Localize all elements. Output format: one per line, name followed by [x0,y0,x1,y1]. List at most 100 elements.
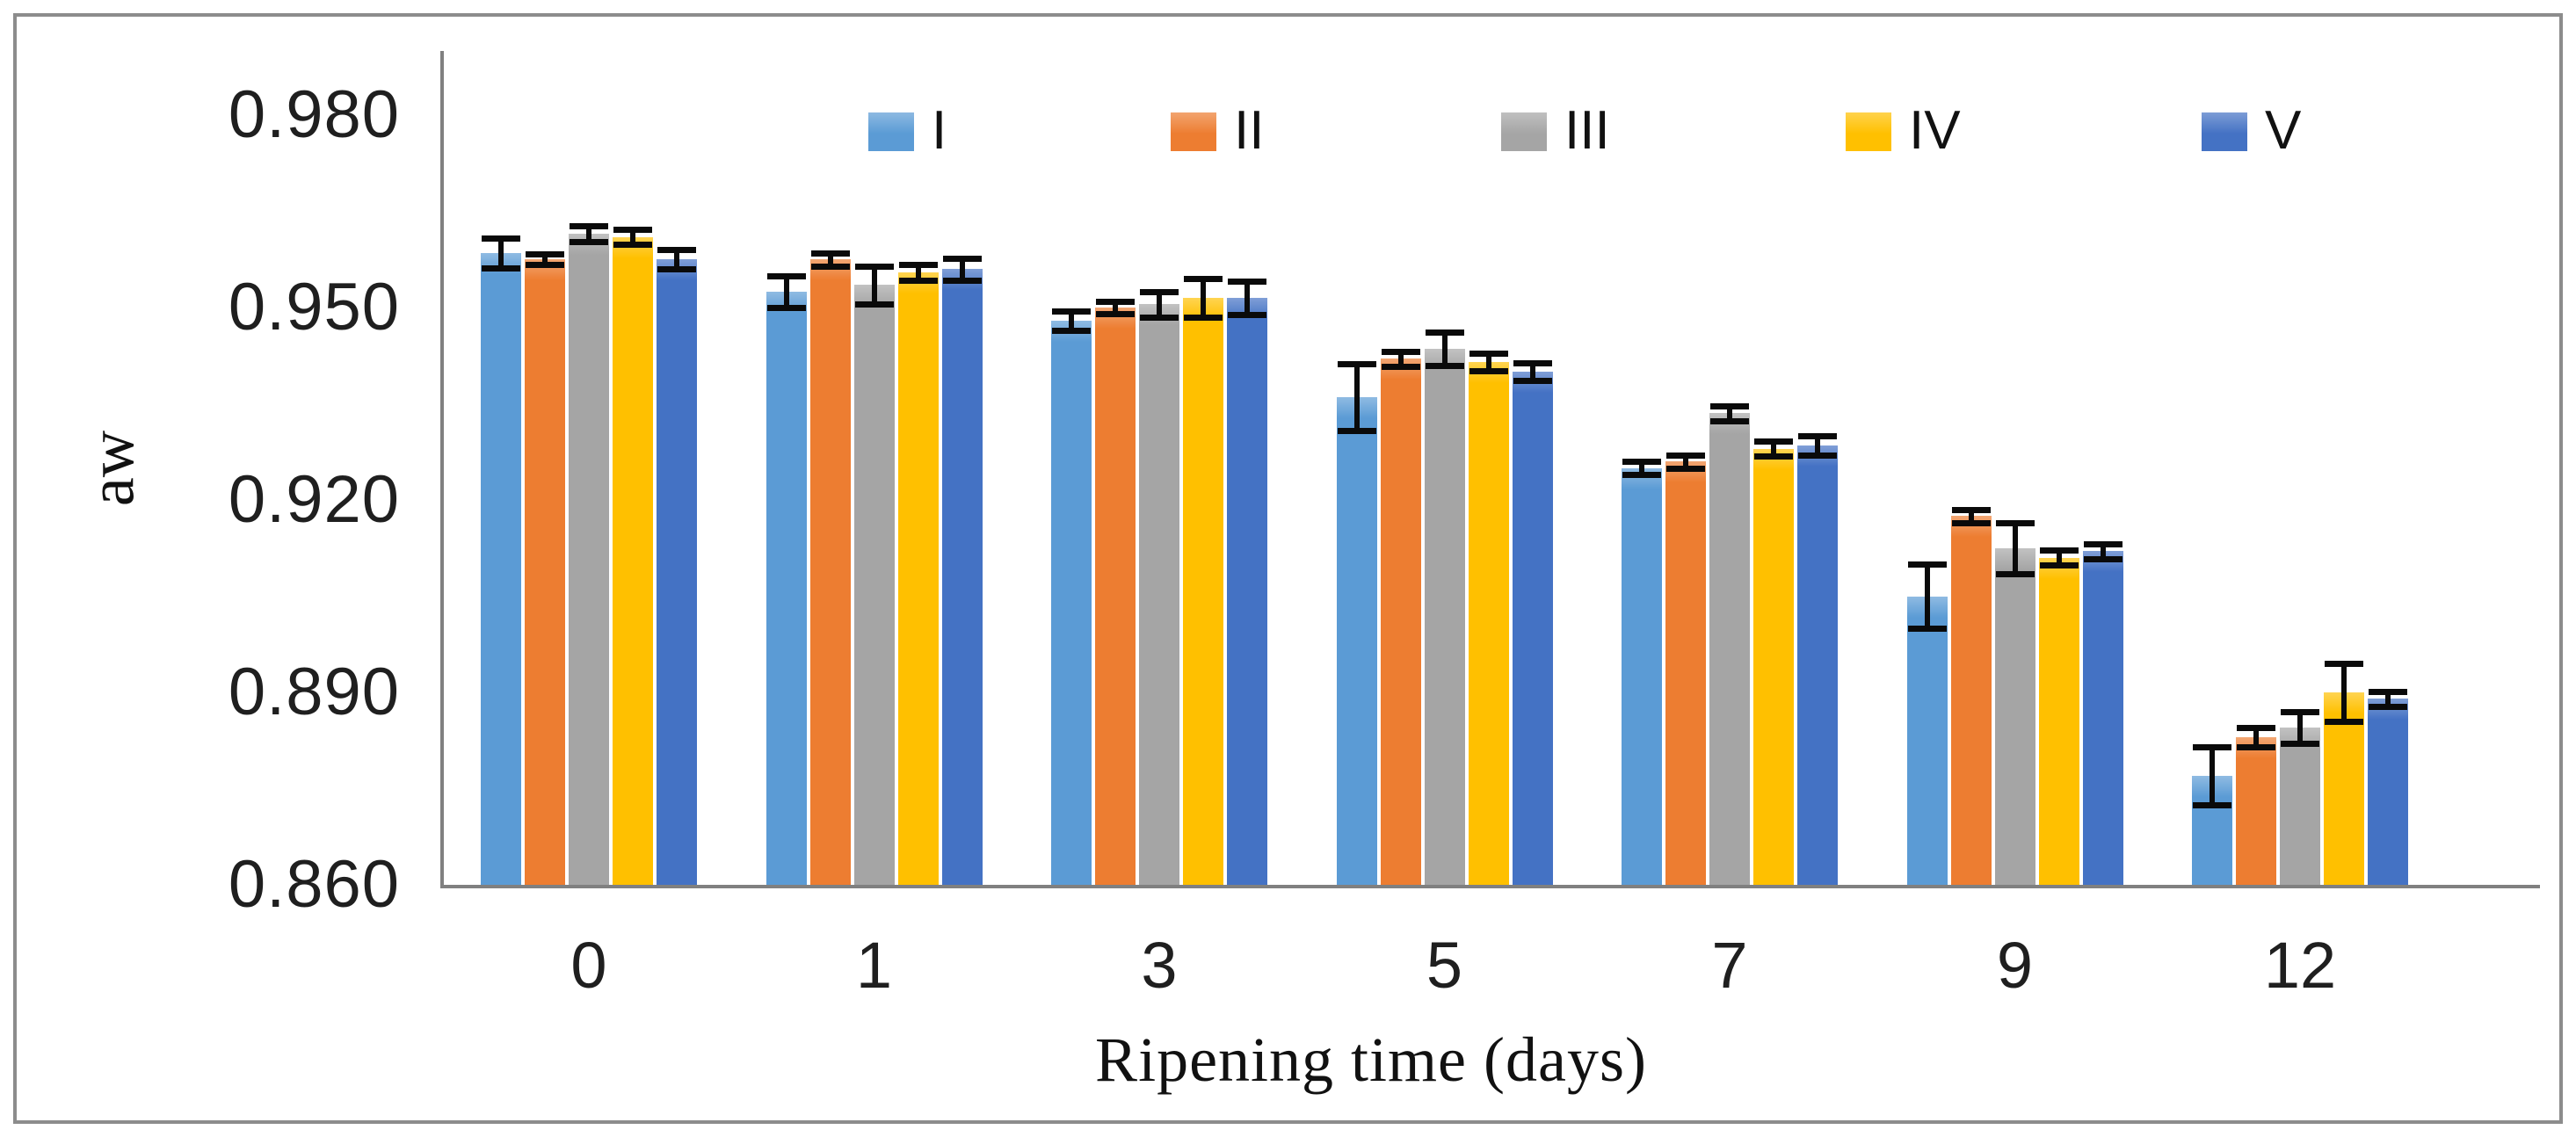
error-cap-top-III-day-12 [2281,708,2319,715]
error-cap-bottom-II-day-12 [2237,744,2275,751]
bar-series-V-day-7 [1797,445,1838,885]
error-cap-top-V-day-7 [1798,433,1837,439]
error-cap-bottom-IV-day-5 [1469,368,1508,375]
error-cap-bottom-I-day-7 [1622,471,1661,478]
error-cap-top-III-day-0 [570,223,608,230]
error-bar-I-day-1 [783,275,789,308]
error-cap-top-IV-day-3 [1184,276,1223,283]
error-cap-bottom-III-day-7 [1710,418,1749,425]
error-cap-top-I-day-12 [2193,744,2231,751]
figure-border [13,13,2563,1124]
error-cap-bottom-IV-day-7 [1754,453,1793,460]
error-cap-bottom-I-day-0 [482,264,520,272]
bar-series-III-day-12 [2280,728,2320,885]
bar-series-II-day-12 [2236,737,2276,885]
error-cap-bottom-III-day-0 [570,238,608,245]
y-axis-line [440,51,444,888]
error-cap-bottom-III-day-12 [2281,741,2319,748]
x-axis-line [440,885,2540,888]
legend-swatch-I [868,112,914,151]
error-cap-top-II-day-9 [1951,506,1991,513]
error-bar-II-day-9 [1968,509,1974,523]
bar-series-IV-day-3 [1183,298,1223,885]
bar-series-I-day-9 [1906,596,1948,885]
error-bar-III-day-0 [586,226,591,242]
error-cap-bottom-IV-day-0 [613,242,652,249]
error-bar-II-day-5 [1397,351,1404,367]
error-cap-bottom-II-day-5 [1381,364,1420,371]
error-cap-top-V-day-9 [2083,540,2122,547]
legend-label-I: I [932,100,947,161]
x-tick-label: 1 [855,929,893,1002]
bar-series-V-day-3 [1227,298,1267,885]
error-cap-bottom-I-day-3 [1052,327,1091,334]
error-cap-bottom-I-day-5 [1337,428,1376,435]
error-bar-II-day-3 [1113,301,1118,315]
error-cap-top-IV-day-0 [613,226,652,233]
legend-label-II: II [1234,100,1265,161]
error-cap-bottom-V-day-12 [2369,704,2407,711]
error-cap-top-III-day-9 [1995,519,2035,526]
error-cap-bottom-V-day-7 [1798,452,1837,459]
error-cap-bottom-V-day-3 [1228,312,1266,319]
bar-series-V-day-5 [1512,372,1553,885]
x-tick-label: 9 [1996,929,2034,1002]
error-cap-top-I-day-9 [1907,561,1947,568]
error-bar-V-day-3 [1244,281,1250,315]
error-cap-top-II-day-3 [1096,298,1135,305]
bar-series-III-day-7 [1709,413,1750,885]
error-cap-bottom-III-day-3 [1140,314,1179,321]
bar-series-I-day-0 [481,252,521,885]
error-bar-III-day-12 [2297,711,2303,744]
error-cap-top-III-day-7 [1710,402,1749,409]
y-tick-label: 0.890 [228,655,400,729]
bar-series-IV-day-9 [2038,557,2079,885]
error-bar-V-day-0 [674,250,679,270]
error-cap-top-I-day-7 [1622,459,1661,466]
error-cap-bottom-I-day-1 [766,305,806,311]
bar-series-IV-day-7 [1753,448,1794,885]
error-bar-II-day-7 [1683,454,1688,468]
error-bar-III-day-9 [2012,522,2018,574]
error-bar-III-day-1 [871,265,877,305]
error-cap-bottom-III-day-5 [1425,363,1464,370]
error-cap-top-V-day-1 [942,255,982,262]
error-cap-bottom-IV-day-12 [2325,718,2363,725]
error-cap-top-IV-day-9 [2039,547,2079,554]
bar-series-II-day-5 [1380,358,1421,885]
bar-series-II-day-9 [1950,516,1992,885]
x-tick-label: 0 [570,929,607,1002]
legend-label-V: V [2265,100,2302,161]
error-cap-bottom-V-day-1 [942,277,982,284]
error-bar-III-day-5 [1441,332,1448,366]
legend-label-IV: IV [1909,100,1961,161]
error-cap-bottom-V-day-9 [2083,556,2122,563]
x-axis-title: Ripening time (days) [1095,1025,1647,1095]
y-tick-label: 0.860 [228,847,400,922]
error-cap-top-IV-day-5 [1469,350,1508,357]
bar-series-II-day-7 [1665,461,1706,885]
error-cap-top-II-day-7 [1666,452,1705,459]
error-cap-bottom-II-day-9 [1951,519,1991,526]
bar-series-III-day-5 [1424,349,1465,885]
error-bar-III-day-7 [1727,405,1732,422]
error-cap-top-II-day-5 [1381,348,1420,355]
error-cap-top-II-day-1 [810,250,850,257]
error-cap-bottom-IV-day-9 [2039,562,2079,569]
bar-series-II-day-1 [809,259,851,885]
bar-series-IV-day-5 [1468,362,1509,885]
error-cap-top-II-day-12 [2237,725,2275,732]
error-bar-I-day-7 [1639,461,1644,474]
error-bar-I-day-0 [498,238,504,268]
error-bar-IV-day-3 [1201,279,1206,317]
error-cap-top-III-day-5 [1425,330,1464,337]
y-tick-label: 0.980 [228,77,400,152]
error-cap-top-IV-day-12 [2325,661,2363,668]
x-tick-label: 7 [1711,929,1748,1002]
error-cap-top-II-day-0 [526,251,564,258]
bar-series-II-day-3 [1095,308,1136,885]
bar-series-I-day-7 [1622,467,1662,885]
error-cap-top-I-day-3 [1052,308,1091,315]
error-bar-II-day-0 [542,254,548,265]
error-cap-top-III-day-1 [854,263,894,270]
